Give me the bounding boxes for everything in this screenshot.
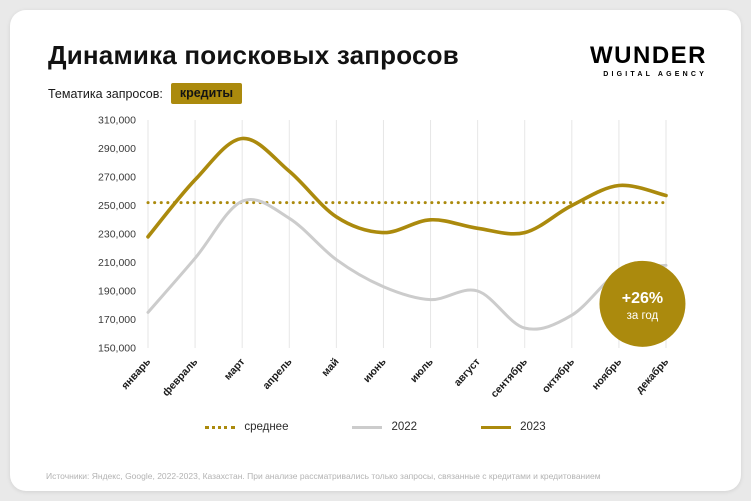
topic-badge: кредиты	[170, 83, 243, 104]
growth-badge-value: +26%	[621, 290, 662, 307]
slide-card: Динамика поисковых запросов Тематика зап…	[10, 10, 741, 491]
x-tick-label: сентябрь	[488, 356, 530, 401]
y-tick-label: 290,000	[98, 143, 136, 155]
x-tick-label: ноябрь	[589, 356, 624, 393]
header-left: Динамика поисковых запросов Тематика зап…	[44, 34, 459, 104]
logo-tagline: DIGITAL AGENCY	[603, 71, 707, 78]
growth-badge	[598, 260, 685, 347]
x-tick-label: декабрь	[633, 356, 671, 396]
x-tick-label: январь	[119, 356, 153, 392]
y-tick-label: 150,000	[98, 343, 136, 355]
legend-gold-line-icon	[481, 425, 512, 429]
x-tick-label: май	[319, 356, 341, 379]
series-2023	[145, 136, 668, 239]
legend-item-average: среднее	[205, 421, 288, 433]
subtitle-row: Тематика запросов: кредиты	[48, 83, 459, 104]
x-tick-label: июль	[407, 356, 435, 385]
x-tick-label: апрель	[260, 356, 294, 392]
x-tick-label: февраль	[160, 356, 201, 399]
header: Динамика поисковых запросов Тематика зап…	[44, 34, 707, 104]
series-2022	[146, 198, 667, 331]
y-tick-label: 210,000	[98, 257, 136, 269]
x-tick-label: октябрь	[539, 356, 577, 396]
legend-label-2023: 2023	[520, 421, 546, 433]
legend: среднее 2022 2023	[44, 421, 707, 433]
legend-label-average: среднее	[244, 421, 289, 433]
y-tick-label: 270,000	[98, 172, 136, 184]
y-tick-label: 310,000	[98, 115, 136, 127]
page-title: Динамика поисковых запросов	[48, 40, 459, 70]
logo-text: WUNDER	[590, 42, 707, 69]
legend-item-2022: 2022	[352, 421, 417, 433]
logo: WUNDER DIGITAL AGENCY	[590, 42, 707, 79]
line-chart: 150,000 170,000 190,000 210,000 230,000 250,0…	[98, 115, 685, 401]
y-tick-label: 230,000	[98, 229, 136, 241]
topic-label: Тематика запросов:	[48, 86, 163, 101]
x-tick-label: август	[451, 356, 482, 389]
legend-item-2023: 2023	[481, 421, 546, 433]
y-tick-label: 190,000	[98, 286, 136, 298]
legend-gray-line-icon	[352, 425, 383, 429]
x-tick-label: март	[221, 356, 247, 383]
legend-dotted-line-icon	[205, 425, 236, 429]
chart-area: 150,000 170,000 190,000 210,000 230,000 250,0…	[58, 104, 694, 427]
source-footnote: Источники: Яндекс, Google, 2022-2023, Ка…	[46, 471, 601, 481]
y-tick-label: 170,000	[98, 314, 136, 326]
y-tick-label: 250,000	[98, 200, 136, 212]
x-tick-label: июнь	[360, 356, 388, 385]
legend-label-2022: 2022	[391, 421, 418, 433]
growth-badge-caption: за год	[626, 310, 658, 322]
